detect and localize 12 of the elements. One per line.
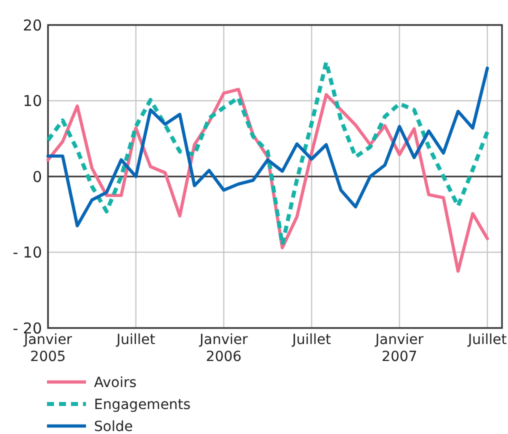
x-tick-label: Juillet bbox=[466, 332, 508, 348]
y-tick-label: 20 bbox=[22, 16, 42, 34]
legend-label: Engagements bbox=[94, 396, 191, 413]
x-tick-label: Janvier 2007 bbox=[374, 332, 424, 365]
y-tick-label: 10 bbox=[22, 92, 42, 110]
legend-label: Solde bbox=[94, 418, 133, 434]
y-tick-label: - 10 bbox=[12, 244, 42, 262]
x-tick-label: Juillet bbox=[115, 332, 156, 348]
x-tick-label: Juillet bbox=[291, 332, 332, 348]
legend-label: Avoirs bbox=[94, 374, 137, 391]
x-tick-label: Janvier 2006 bbox=[198, 332, 248, 365]
y-tick-label: 0 bbox=[32, 168, 42, 186]
